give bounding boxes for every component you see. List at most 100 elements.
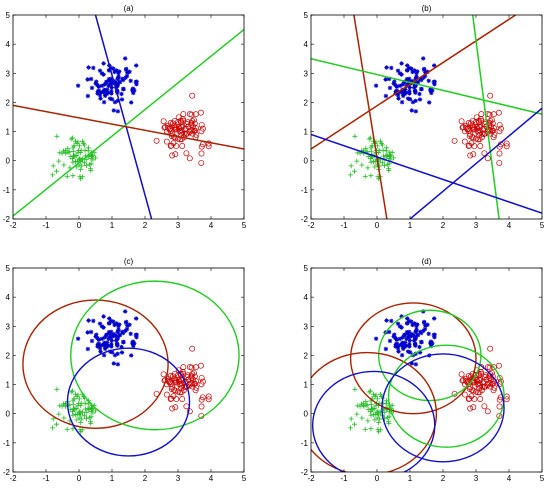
- y-tick-label: 3: [304, 69, 309, 78]
- data-point-circle: [175, 114, 182, 121]
- data-point-circle: [496, 121, 503, 128]
- data-point-circle: [184, 119, 191, 126]
- data-point-circle: [458, 371, 465, 378]
- data-point-circle: [188, 120, 195, 126]
- data-point-circle: [198, 381, 205, 388]
- data-point-star: [412, 88, 418, 93]
- data-point-star: [413, 362, 419, 367]
- data-point-plus: [85, 401, 91, 407]
- data-point-star: [413, 98, 418, 103]
- data-point-star: [109, 338, 114, 343]
- data-point-plus: [76, 410, 82, 416]
- data-point-star: [98, 349, 103, 354]
- data-point-star: [430, 341, 435, 346]
- data-point-circle: [169, 384, 176, 391]
- data-point-star: [119, 97, 125, 102]
- data-point-star: [102, 88, 107, 93]
- data-point-plus: [79, 427, 85, 433]
- data-point-star: [401, 343, 406, 348]
- data-point-circle: [487, 92, 494, 99]
- data-point-plus: [359, 162, 365, 168]
- data-point-star: [407, 344, 412, 349]
- boundary-line: [311, 133, 542, 214]
- data-point-circle: [193, 125, 200, 132]
- data-point-circle: [171, 117, 178, 124]
- data-point-star: [103, 93, 108, 98]
- data-point-circle: [183, 150, 190, 157]
- data-point-circle: [465, 396, 472, 402]
- data-point-circle: [467, 405, 474, 412]
- data-point-plus: [89, 154, 95, 159]
- data-point-plus: [70, 412, 76, 418]
- data-point-star: [400, 82, 405, 87]
- data-point-plus: [70, 145, 76, 151]
- boundary-circle: [66, 347, 191, 457]
- data-point-star: [401, 341, 407, 347]
- data-point-star: [409, 66, 414, 71]
- y-tick-label: 2: [6, 351, 11, 360]
- data-point-circle: [192, 111, 199, 118]
- panel-title: (c): [124, 257, 134, 266]
- data-point-star: [108, 78, 113, 84]
- data-point-circle: [503, 140, 510, 147]
- data-point-circle: [470, 404, 477, 411]
- data-point-star: [400, 88, 405, 93]
- x-tick-label: 1: [110, 474, 115, 483]
- panel-title: (d): [422, 257, 432, 266]
- data-point-star: [115, 329, 120, 334]
- data-point-plus: [371, 159, 376, 165]
- data-point-plus: [364, 402, 370, 408]
- data-point-plus: [387, 149, 393, 155]
- data-point-circle: [188, 373, 195, 379]
- data-point-star: [428, 87, 433, 92]
- x-tick-label: 3: [176, 474, 181, 483]
- y-tick-label: 4: [304, 40, 309, 49]
- data-point-circle: [186, 155, 193, 162]
- data-point-star: [405, 349, 411, 354]
- data-point-star: [125, 323, 130, 328]
- data-point-circle: [496, 159, 503, 166]
- data-point-star: [94, 332, 99, 337]
- data-point-star: [109, 334, 114, 340]
- boundary-line: [311, 57, 542, 115]
- panel-title: (a): [124, 4, 134, 13]
- data-point-circle: [495, 362, 502, 369]
- data-point-star: [125, 70, 130, 75]
- data-point-star: [394, 84, 399, 89]
- data-point-circle: [495, 109, 502, 116]
- data-point-star: [116, 327, 121, 332]
- data-point-star: [428, 340, 433, 345]
- data-point-plus: [365, 165, 371, 171]
- data-point-plus: [78, 147, 84, 153]
- data-point-circle: [476, 129, 482, 136]
- data-point-plus: [368, 173, 374, 179]
- data-point-star: [85, 93, 91, 99]
- y-tick-label: 3: [6, 69, 11, 78]
- data-point-star: [423, 323, 428, 328]
- data-point-plus: [71, 406, 77, 412]
- data-point-plus: [381, 153, 386, 159]
- data-point-star: [119, 350, 125, 355]
- data-point-star: [116, 74, 121, 79]
- data-point-plus: [80, 409, 86, 415]
- x-tick-label: 3: [474, 474, 479, 483]
- data-point-plus: [391, 155, 396, 161]
- data-point-circle: [484, 382, 491, 388]
- data-point-star: [104, 332, 109, 337]
- data-point-circle: [192, 364, 199, 371]
- data-point-circle: [476, 119, 483, 126]
- data-point-plus: [93, 155, 98, 161]
- data-point-star: [98, 96, 103, 101]
- data-point-star: [396, 96, 401, 101]
- data-point-circle: [461, 391, 468, 398]
- data-point-star: [99, 324, 105, 329]
- data-point-circle: [484, 155, 491, 162]
- data-point-plus: [54, 421, 59, 427]
- data-point-circle: [198, 159, 205, 166]
- data-point-star: [114, 68, 119, 73]
- data-point-star: [401, 90, 406, 95]
- data-point-plus: [78, 167, 84, 173]
- data-point-circle: [463, 124, 470, 131]
- data-point-circle: [197, 362, 204, 369]
- chart-panel: -2 -1 0 1 2 3 4 5 -2 -1 0 1 2 3 4 5 (b): [301, 4, 545, 230]
